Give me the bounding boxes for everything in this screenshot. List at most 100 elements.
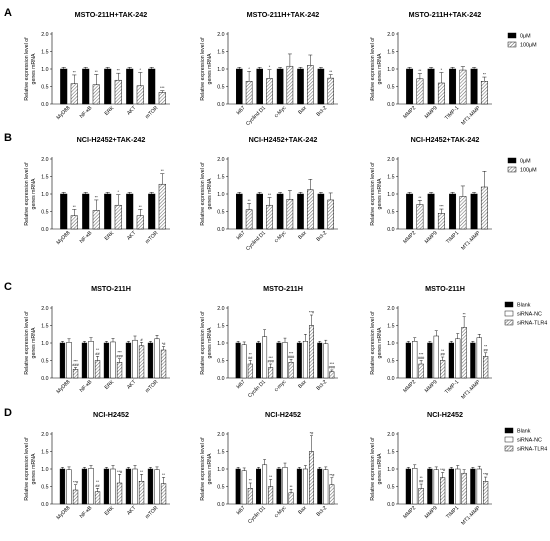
bar	[276, 68, 284, 105]
legend-label: siRNA-NC	[517, 438, 542, 444]
y-tick-label: 2.0	[41, 306, 48, 312]
significance-mark: ###	[329, 365, 336, 369]
y-axis-label: genes mRNA	[377, 453, 383, 484]
y-tick-label: 1.5	[387, 49, 394, 55]
y-tick-label: 1.5	[41, 174, 48, 180]
row-label: B	[4, 132, 12, 144]
y-tick-label: 0.5	[387, 84, 394, 90]
y-tick-label: 1.0	[217, 467, 224, 473]
legends-layer: 0μM100μM0μM100μMBlanksiRNA-NCsiRNA-TLR4B…	[504, 32, 547, 453]
row-label: A	[4, 7, 12, 19]
bar	[276, 468, 282, 505]
significance-mark: ***	[160, 86, 165, 90]
bar	[459, 196, 467, 230]
y-tick-label: 0.0	[217, 502, 224, 508]
x-tick-label: ki67	[236, 230, 247, 241]
chart-panel: NCI-H2452 Relative expression level of gen…	[200, 410, 338, 525]
y-tick-label: 2.0	[217, 157, 224, 163]
x-tick-label: MMP9	[424, 105, 439, 120]
legend-label: Blank	[517, 429, 531, 435]
significance-mark: **	[484, 345, 487, 349]
x-tick-label: TIMP-1	[444, 379, 460, 395]
chart-panel: NCI-H2452+TAK-242 Relative expression lev…	[200, 135, 338, 252]
y-axis-label: genes mRNA	[207, 178, 213, 209]
x-tick-label: MT1-MMP	[460, 505, 482, 527]
significance-mark: *	[140, 68, 142, 72]
x-tick-label: Cyclind D1	[245, 105, 267, 127]
y-axis-label: genes mRNA	[207, 327, 213, 358]
y-tick-label: 0.0	[387, 502, 394, 508]
bar	[483, 356, 489, 379]
significance-mark: #	[140, 338, 143, 342]
bar	[470, 468, 476, 505]
y-axis-label: genes mRNA	[377, 178, 383, 209]
chart-title: MSTO-211H+TAK-242	[75, 10, 148, 19]
x-tick-label: NF-κB	[79, 505, 94, 520]
significance-mark: **	[268, 193, 271, 197]
bar	[406, 193, 414, 230]
bar	[148, 68, 156, 105]
significance-mark: *	[269, 65, 271, 69]
y-tick-label: 1.0	[217, 341, 224, 347]
legend-swatch	[504, 301, 514, 308]
bar	[297, 68, 304, 105]
bar	[448, 468, 454, 505]
significance-mark: *#	[310, 431, 314, 435]
bar	[88, 468, 94, 505]
bar	[235, 342, 241, 379]
x-tick-label: MMP9	[424, 379, 439, 394]
x-tick-label: ERK	[104, 505, 116, 517]
bar	[256, 342, 262, 379]
x-tick-label: ki67	[236, 505, 247, 516]
legend-label: 0μM	[520, 159, 531, 165]
y-tick-label: 2.0	[41, 32, 48, 38]
bar	[459, 69, 467, 105]
bar	[136, 85, 144, 105]
chart-title: NCI-H2452	[427, 410, 463, 419]
bar	[266, 204, 273, 230]
legend: 0μM 100μM	[507, 157, 537, 174]
bar	[418, 363, 424, 379]
x-tick-label: mTOR	[144, 230, 159, 245]
x-tick-label: MyD88	[56, 105, 72, 121]
significance-mark: **	[441, 349, 444, 353]
bar	[480, 81, 488, 105]
bar	[241, 470, 247, 505]
legend-label: siRNA-NC	[517, 312, 542, 318]
bar	[288, 492, 294, 505]
significance-mark: ###	[267, 360, 274, 364]
x-tick-label: ERK	[104, 230, 116, 242]
legend: 0μM 100μM	[507, 32, 537, 49]
significance-mark: ###	[116, 354, 123, 358]
bar	[455, 338, 461, 379]
y-tick-label: 0.5	[41, 84, 48, 90]
legend-swatch	[507, 166, 517, 173]
y-tick-label: 0.5	[217, 209, 224, 215]
x-tick-label: MMP2	[402, 505, 417, 520]
bar	[405, 342, 411, 379]
bar	[449, 68, 457, 105]
bar	[125, 342, 132, 379]
bar	[433, 335, 439, 379]
bar	[245, 81, 253, 105]
x-tick-label: Bcl-2	[316, 379, 329, 392]
y-axis-label: Relative expression level of	[200, 37, 206, 101]
bar	[60, 193, 68, 230]
bar	[235, 468, 241, 505]
bar	[308, 451, 314, 505]
y-tick-label: 0.5	[41, 358, 48, 364]
y-tick-label: 1.0	[387, 341, 394, 347]
y-axis-label: Relative expression level of	[24, 437, 30, 501]
x-tick-label: ki67	[236, 105, 247, 116]
x-tick-label: ERK	[104, 105, 116, 117]
significance-mark: **	[140, 470, 143, 474]
bar	[66, 469, 72, 505]
x-tick-label: AKT	[126, 230, 138, 242]
legend-label: siRNA-TLR4	[517, 321, 547, 327]
bar	[147, 468, 154, 505]
significance-mark: **#	[329, 473, 335, 477]
x-tick-label: MMP2	[402, 230, 417, 245]
legend-swatch	[507, 41, 517, 48]
bar	[60, 68, 68, 105]
